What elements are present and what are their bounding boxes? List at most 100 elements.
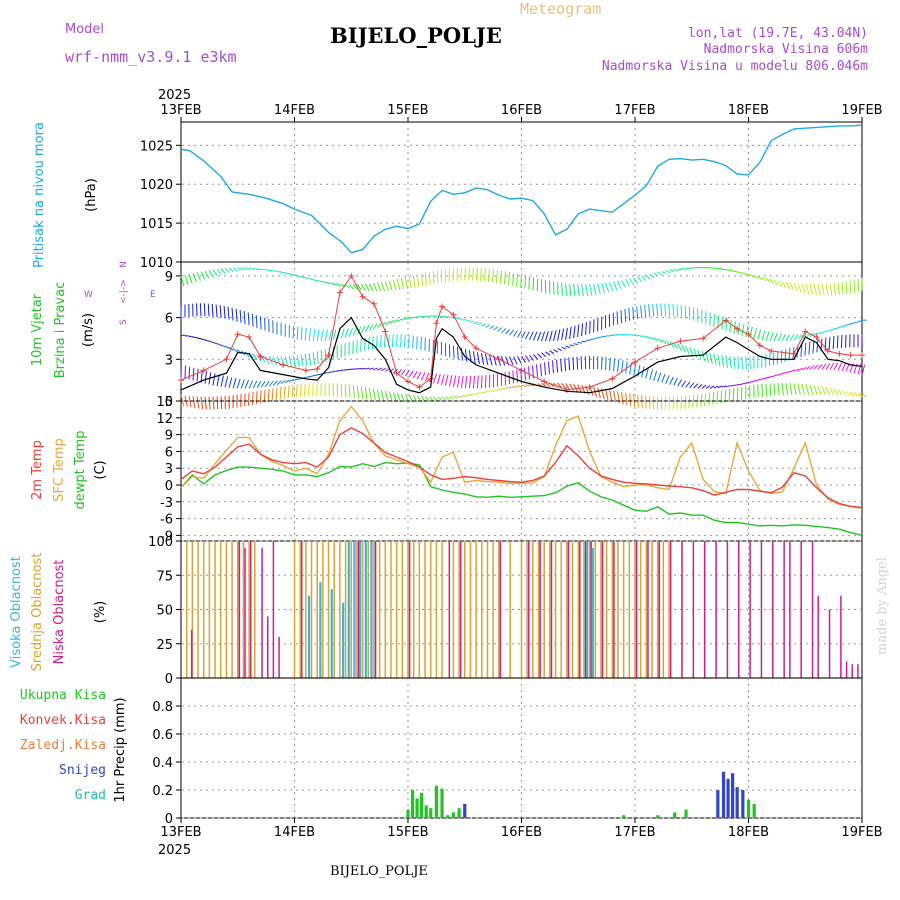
temp-dew-title: dewpt Temp [73,430,88,509]
wind-arrow [408,335,410,348]
wind-arrow [541,331,546,342]
wind-arrow [613,390,617,403]
wind-arrow [283,386,286,399]
wind-arrow [717,315,720,329]
wind-arrow [681,380,687,388]
wind-arrow [729,384,735,387]
precip-bar [673,812,677,818]
wind-arrow [352,283,358,290]
wind-arrow [305,277,310,279]
wind-arrow [388,391,393,402]
wind-arrow [625,361,628,374]
precip-bar [735,787,739,818]
wind-arrow [504,271,506,285]
wind-arrow [512,370,514,384]
wind-arrow [444,374,449,386]
wind-arrow [541,382,547,387]
wind-arrow [821,363,827,370]
precip-bar [424,805,428,818]
gust-marker [427,375,434,382]
wind-arrow [725,385,731,388]
wind-arrow [517,385,523,388]
meteogram-label: Meteogram [520,0,601,18]
panels: 10101015102010250369-9-6-303691215025507… [140,121,867,827]
wind-arrow [476,375,479,389]
precip-bar [451,812,455,818]
gust-marker [302,367,309,374]
wind-arrow [379,335,382,348]
wind-arrow [688,395,691,409]
y-tick-label: -3 [160,496,173,511]
wind-arrow [817,331,823,335]
wind-arrow [372,388,376,401]
south-label: S [119,319,129,325]
wind-arrow [829,328,835,331]
wind-arrow [192,273,197,283]
wind-arrow [268,380,274,387]
wind-arrow [581,284,584,297]
wind-arrow [729,356,732,369]
wind-arrow [263,389,266,403]
wind-arrow [324,329,328,341]
wind-arrow [769,383,772,397]
wind-arrow [416,336,418,350]
wind-arrow [617,391,620,404]
y-tick-label: 25 [156,638,173,653]
wind-arrow [540,363,542,377]
wind-arrow [561,282,563,296]
wind-arrow [236,267,242,271]
wind-arrow [424,337,426,351]
wind-arrow [809,384,814,395]
east-label: E [150,290,156,300]
wind-arrow [372,323,378,330]
wind-arrow [813,284,818,295]
wind-arrow [661,373,666,383]
wind-arrow [228,267,234,273]
gust-marker [609,375,616,382]
wind-arrow [789,383,793,395]
wind-arrow [717,354,721,367]
wind-arrow [244,267,250,271]
wind-arrow [348,384,351,398]
wind-arrow [785,371,791,374]
legend-total-rain: Ukupna Kisa [20,688,106,703]
y-tick-label: 50 [156,604,173,619]
gust-marker [280,361,287,368]
wind-arrow [593,283,597,295]
pressure-line [180,124,863,254]
wind-arrow [367,336,370,350]
wind-arrow [693,348,698,358]
wind-arrow [712,391,715,405]
wind-arrow [745,325,749,338]
gust-marker [433,320,440,327]
y-tick-label: 15 [156,395,173,410]
gust-marker [416,384,423,391]
panel-frame [180,121,863,263]
wind-arrow [472,267,474,281]
wind-arrow [344,283,350,289]
wind-arrow [489,354,493,366]
wind-arrow [597,387,601,399]
wind-arrow [200,396,204,409]
panel-1: 0 3 6 9 [165,261,867,410]
wind-arrow [220,375,224,387]
y-tick-label: 0 [165,395,173,410]
wind-arrow [741,272,747,275]
wind-arrow [468,267,470,281]
wind-arrow [196,396,200,409]
wind-arrow [368,283,374,292]
wind-arrow [487,268,490,282]
wind-arrow [737,356,740,370]
wind-arrow [243,311,246,325]
wind-arrow [480,375,483,389]
x-axis: 13FEB 13FEB 14FEB 14FEB 15FEB 15FEB 16FEB 16FEB… [160,103,882,840]
wind-arrow [653,337,659,342]
wind-arrow [312,383,314,397]
dewpoint-line [180,461,863,537]
wind-arrow [664,396,667,410]
wind-arrow [713,313,715,327]
wind-arrow [264,317,266,331]
wind-arrow [476,267,478,281]
wind-arrow [247,312,250,326]
wind-arrow [837,326,843,328]
